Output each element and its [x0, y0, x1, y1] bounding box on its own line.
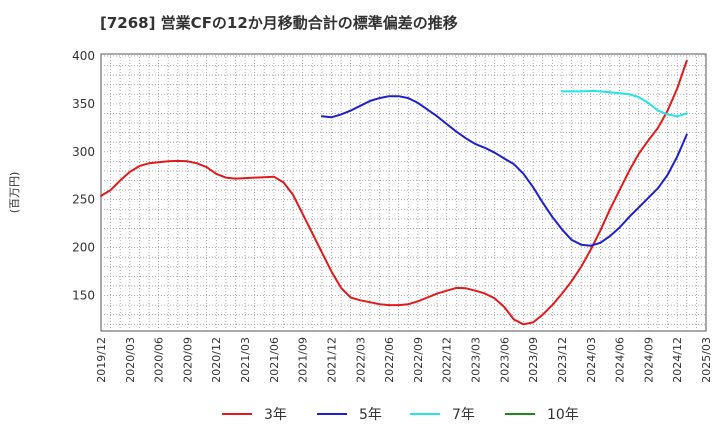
x-tick-label: 2023/12: [556, 337, 569, 383]
legend-label-4: 10年: [547, 407, 579, 423]
legend-label-2: 5年: [359, 407, 382, 423]
y-tick-label: 250: [72, 193, 95, 207]
series-line-2: [320, 95, 688, 247]
x-tick-label: 2024/03: [585, 337, 598, 383]
y-tick-label: 200: [72, 241, 95, 255]
x-tick-label: 2025/03: [700, 337, 713, 383]
y-tick-label: 300: [72, 145, 95, 159]
legend-label-1: 3年: [264, 407, 287, 423]
x-tick-label: 2022/03: [354, 337, 367, 383]
x-tick-label: 2024/09: [642, 337, 655, 383]
x-tick-label: 2021/09: [297, 337, 310, 383]
series-line-1: [100, 59, 688, 326]
x-tick-label: 2022/06: [383, 337, 396, 383]
y-tick-label: 350: [72, 97, 95, 111]
x-tick-label: 2020/12: [210, 337, 223, 383]
plot-area: [100, 53, 707, 332]
series-lines: [100, 59, 688, 326]
x-tick-label: 2019/12: [95, 337, 108, 383]
x-tick-label: 2020/03: [124, 337, 137, 383]
x-tick-label: 2021/06: [268, 337, 281, 383]
y-axis-label: (百万円): [8, 172, 21, 214]
x-tick-label: 2024/06: [614, 337, 627, 383]
x-tick-label: 2020/09: [181, 337, 194, 383]
legend: 3年 5年 7年 10年: [222, 407, 579, 423]
x-tick-label: 2023/06: [498, 337, 511, 383]
x-tick-label: 2023/09: [527, 337, 540, 383]
x-tick-label: 2023/03: [470, 337, 483, 383]
x-tick-label: 2020/06: [153, 337, 166, 383]
chart-title: [7268] 営業CFの12か月移動合計の標準偏差の推移: [100, 14, 458, 32]
legend-label-3: 7年: [452, 407, 475, 423]
x-tick-label: 2024/12: [671, 337, 684, 383]
grid: [100, 53, 707, 332]
x-tick-label: 2021/03: [239, 337, 252, 383]
x-tick-label: 2022/12: [441, 337, 454, 383]
y-tick-label: 150: [72, 289, 95, 303]
y-tick-label: 400: [72, 49, 95, 63]
x-tick-label: 2021/12: [325, 337, 338, 383]
axes: 150 200 250 300 350 400 (百万円) 2019/12 2020/03 202…: [8, 49, 713, 383]
series-line-3: [561, 89, 688, 118]
x-tick-label: 2022/09: [412, 337, 425, 383]
